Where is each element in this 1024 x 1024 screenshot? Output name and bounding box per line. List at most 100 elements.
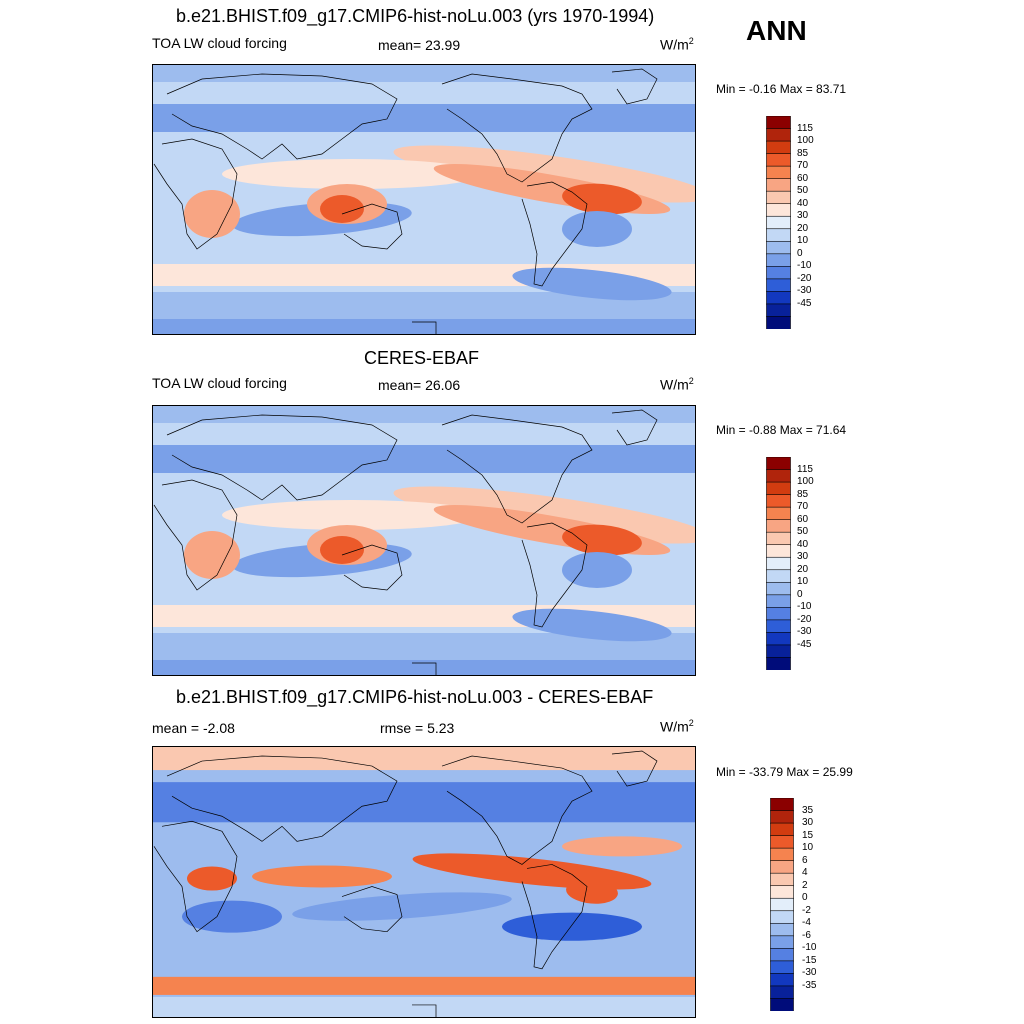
colorbar-tick-label: 10 xyxy=(802,842,814,854)
field-contour xyxy=(562,524,642,556)
coastline xyxy=(521,181,588,287)
colorbar-swatch xyxy=(770,973,794,987)
panel-2-mean-label: mean= 26.06 xyxy=(378,377,461,393)
colorbar-tick-label: 30 xyxy=(797,551,809,563)
field-contour xyxy=(184,190,240,238)
colorbar-tick-label: 50 xyxy=(797,185,809,197)
colorbar-swatch xyxy=(766,266,791,280)
colorbar-swatch xyxy=(766,203,791,217)
colorbar-swatch xyxy=(766,569,791,583)
colorbar-swatch xyxy=(766,165,791,180)
colorbar-swatch xyxy=(766,128,791,142)
colorbar-tick-label: 35 xyxy=(802,804,814,816)
field-contour xyxy=(252,865,392,888)
field-band-polar xyxy=(152,660,696,676)
colorbar-tick-label: 70 xyxy=(797,501,809,513)
field-contour xyxy=(566,879,618,904)
colorbar-tick-label: 60 xyxy=(797,172,809,184)
panel-2-map xyxy=(152,405,696,676)
field-band-polar xyxy=(152,996,696,1018)
coastline xyxy=(521,522,588,628)
map-frame xyxy=(152,746,696,1018)
field-band-polar xyxy=(152,319,696,335)
season-label: ANN xyxy=(746,15,807,46)
panel-3-rmse-label: rmse = 5.23 xyxy=(380,720,455,736)
colorbar-swatch xyxy=(766,657,791,670)
field-band-southern xyxy=(152,976,696,995)
colorbar-swatch xyxy=(770,960,794,975)
colorbar-swatch xyxy=(770,935,794,949)
colorbar-tick-label: 50 xyxy=(797,526,809,538)
colorbar-swatch xyxy=(766,140,791,155)
colorbar-tick-label: 100 xyxy=(797,476,814,488)
field-contour xyxy=(562,836,682,857)
coastline xyxy=(412,662,437,676)
panel-3-minmax: Min = -33.79 Max = 25.99 xyxy=(716,765,853,779)
colorbar-tick-label: 4 xyxy=(802,867,808,879)
colorbar-tick-label: 100 xyxy=(797,135,814,147)
colorbar-swatch xyxy=(766,228,791,242)
colorbar-tick-label: 6 xyxy=(802,854,808,866)
colorbar-tick-label: -20 xyxy=(797,613,812,625)
panel-1-map xyxy=(152,64,696,335)
colorbar-tick-label: 115 xyxy=(797,122,813,134)
colorbar-swatch xyxy=(770,860,794,874)
colorbar-swatch xyxy=(770,948,794,962)
panel-3-colorbar xyxy=(770,798,794,1011)
colorbar-swatch xyxy=(766,278,791,293)
field-contour xyxy=(512,608,672,642)
coastline xyxy=(611,750,658,787)
colorbar-swatch xyxy=(766,469,791,483)
panel-1-minmax: Min = -0.16 Max = 83.71 xyxy=(716,82,847,96)
field-band-storm-north xyxy=(152,782,696,823)
coastline xyxy=(441,755,593,865)
colorbar-tick-label: 30 xyxy=(797,210,809,222)
panel-1-unit-label: W/m2 xyxy=(660,36,694,53)
colorbar-swatch xyxy=(770,798,794,812)
colorbar-tick-label: -45 xyxy=(797,638,812,650)
colorbar-tick-label: 60 xyxy=(797,513,809,525)
colorbar-swatch xyxy=(766,581,791,596)
colorbar-swatch xyxy=(766,519,791,533)
colorbar-tick-label: -10 xyxy=(797,601,812,613)
panel-1-colorbar xyxy=(766,116,791,329)
field-contour xyxy=(222,500,482,530)
colorbar-tick-label: 2 xyxy=(802,879,808,891)
colorbar-tick-label: 30 xyxy=(802,817,814,829)
field-contour xyxy=(222,159,482,189)
colorbar-tick-label: -30 xyxy=(797,285,812,297)
coastline xyxy=(611,409,658,446)
panel-1-mean-label: mean= 23.99 xyxy=(378,37,461,53)
coastline xyxy=(153,138,238,250)
colorbar-swatch xyxy=(766,632,791,646)
colorbar-swatch xyxy=(766,544,791,558)
coastline xyxy=(166,73,398,160)
panel-1-variable-label: TOA LW cloud forcing xyxy=(152,35,287,51)
colorbar-swatch xyxy=(766,619,791,634)
colorbar-swatch xyxy=(766,215,791,230)
colorbar-swatch xyxy=(770,985,794,1000)
colorbar-tick-label: -30 xyxy=(797,626,812,638)
field-contour xyxy=(562,211,632,247)
colorbar-swatch xyxy=(766,291,791,305)
field-contour xyxy=(182,900,282,933)
field-contour xyxy=(393,486,696,544)
colorbar-tick-label: -20 xyxy=(797,272,812,284)
coastline xyxy=(611,68,658,105)
panel-2-minmax: Min = -0.88 Max = 71.64 xyxy=(716,423,847,437)
colorbar-tick-label: 85 xyxy=(797,488,809,500)
field-contour xyxy=(562,183,642,215)
field-band-arctic xyxy=(152,746,696,771)
field-contour xyxy=(320,536,364,564)
colorbar-swatch xyxy=(766,153,791,167)
colorbar-swatch xyxy=(766,253,791,267)
field-contour xyxy=(184,531,240,579)
coastline xyxy=(341,203,403,250)
colorbar-swatch xyxy=(770,897,794,912)
colorbar-swatch xyxy=(770,810,794,824)
colorbar-tick-label: -30 xyxy=(802,967,817,979)
map-frame xyxy=(152,405,696,676)
map-frame xyxy=(152,64,696,335)
coastline xyxy=(153,479,238,591)
colorbar-tick-label: 40 xyxy=(797,538,809,550)
